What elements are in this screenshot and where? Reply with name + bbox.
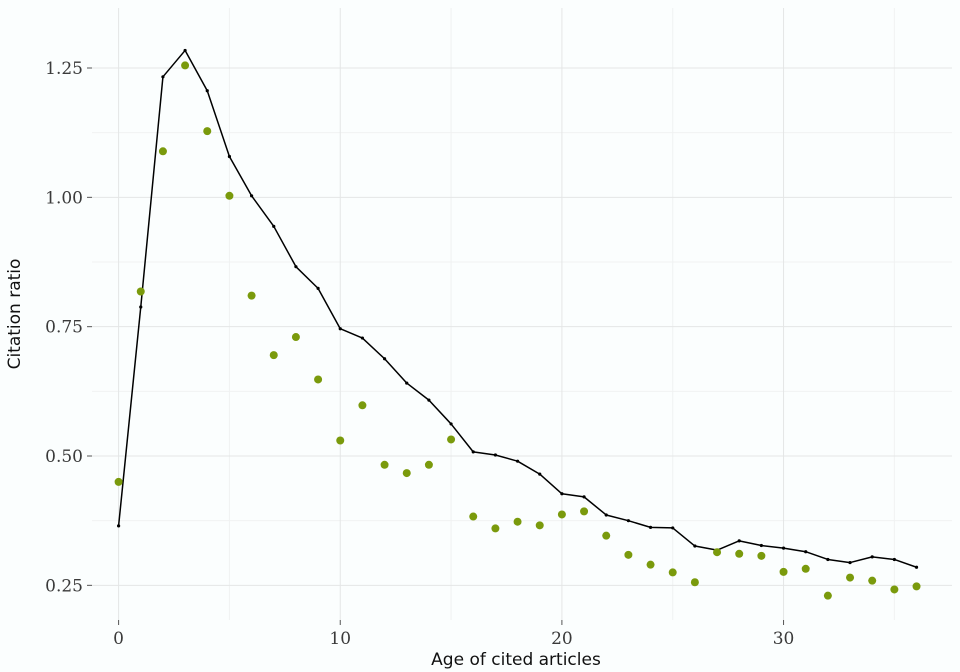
y-tick-label: 1.25 — [45, 59, 83, 79]
line-point — [826, 557, 830, 562]
line-point — [759, 543, 763, 548]
data-point — [203, 127, 212, 136]
data-point — [646, 560, 655, 569]
line-point — [515, 459, 520, 463]
y-tick-label: 0.25 — [45, 576, 83, 596]
line-point — [161, 75, 165, 79]
line-point — [272, 224, 276, 228]
line-point — [449, 422, 453, 426]
data-point — [469, 512, 478, 521]
data-point — [402, 469, 411, 478]
line-point — [604, 513, 608, 517]
data-point — [779, 567, 788, 576]
x-axis-title: Age of cited articles — [431, 650, 601, 670]
data-point — [557, 510, 566, 519]
data-point — [846, 573, 855, 582]
data-point — [447, 435, 456, 444]
data-point — [136, 287, 145, 296]
line-point — [804, 550, 808, 554]
line-point — [360, 336, 365, 340]
data-point — [158, 147, 167, 156]
x-tick-label: 0 — [113, 629, 124, 649]
data-point — [624, 550, 633, 559]
line-point — [116, 524, 121, 528]
data-point — [823, 591, 832, 600]
x-tick-label: 10 — [329, 629, 351, 649]
data-point — [668, 568, 677, 577]
grid — [92, 8, 952, 620]
data-point — [868, 576, 877, 585]
data-point — [269, 351, 278, 360]
data-point — [358, 401, 367, 410]
data-point — [513, 517, 522, 526]
data-point — [690, 578, 699, 587]
data-point — [380, 460, 389, 469]
line-point — [338, 327, 342, 331]
y-axis: 0.25 0.50 0.75 1.00 1.25 — [45, 59, 92, 596]
line-point — [205, 89, 209, 93]
data-point — [114, 477, 123, 486]
line-point — [892, 557, 896, 562]
line-point — [560, 492, 564, 496]
data-point — [336, 436, 345, 445]
data-point — [314, 375, 323, 384]
data-point — [602, 531, 611, 540]
data-point — [247, 291, 256, 300]
y-tick-label: 0.50 — [45, 447, 83, 467]
data-point — [491, 524, 500, 533]
line-point — [427, 398, 431, 402]
point-series — [114, 61, 921, 600]
line-point — [626, 519, 630, 523]
line-point — [848, 560, 852, 565]
line-point — [382, 357, 387, 361]
line-point — [870, 555, 874, 559]
line-point — [781, 546, 786, 550]
x-tick-label: 20 — [551, 629, 573, 649]
data-point — [912, 582, 921, 591]
data-point — [535, 521, 544, 530]
line-point — [249, 194, 254, 198]
data-point — [890, 585, 899, 594]
line-point — [227, 154, 232, 159]
y-tick-label: 0.75 — [45, 318, 83, 338]
data-point — [291, 333, 300, 342]
data-point — [580, 507, 589, 516]
data-point — [225, 191, 234, 200]
y-axis-title: Citation ratio — [5, 259, 25, 370]
line-point — [139, 305, 143, 309]
line-point — [648, 525, 653, 529]
line-point — [914, 565, 919, 569]
line-point — [183, 48, 187, 53]
y-tick-label: 1.00 — [45, 188, 83, 208]
data-point — [713, 548, 722, 557]
x-axis: 0 10 20 30 — [113, 620, 794, 649]
line-point — [737, 539, 741, 543]
data-point — [757, 551, 766, 560]
data-point — [181, 61, 190, 70]
line-point — [671, 526, 675, 530]
line-point — [294, 265, 298, 269]
data-point — [735, 549, 744, 558]
line-point — [316, 286, 320, 290]
line-point — [493, 453, 498, 457]
series-line — [117, 49, 917, 568]
line-point — [693, 544, 697, 548]
data-point — [424, 460, 433, 469]
line-series — [116, 48, 919, 569]
line-point — [471, 450, 475, 454]
line-point — [405, 381, 409, 385]
line-point — [538, 472, 542, 476]
x-tick-label: 30 — [773, 629, 795, 649]
line-point — [582, 495, 586, 499]
data-point — [801, 564, 810, 573]
